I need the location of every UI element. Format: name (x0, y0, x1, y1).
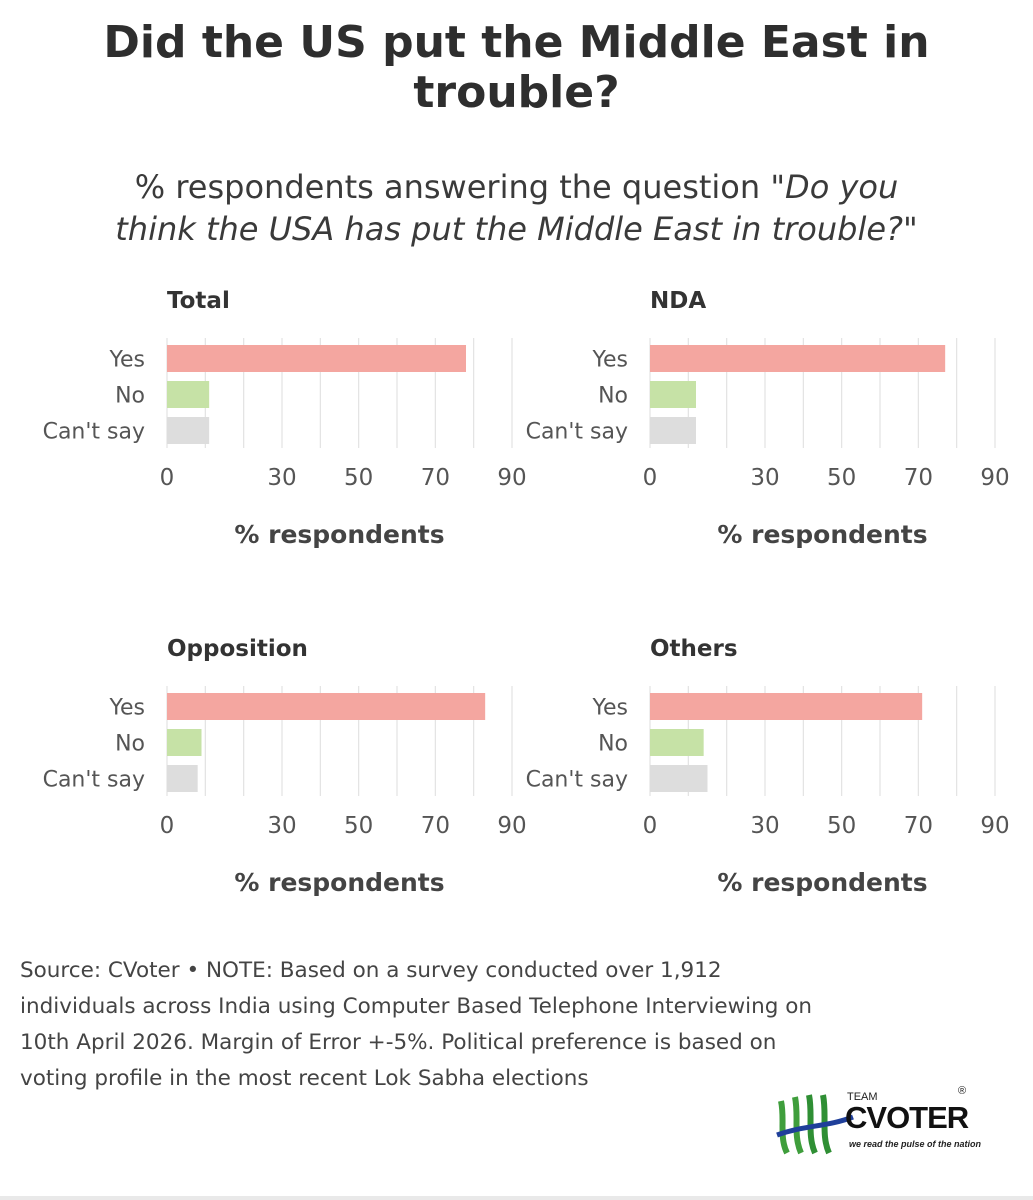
tick-label-others-30: 30 (750, 813, 779, 839)
tick-label-nda-50: 50 (827, 465, 856, 491)
bar-nda-no (650, 381, 696, 408)
bottom-divider (0, 1196, 1033, 1200)
tick-label-others-0: 0 (643, 813, 658, 839)
chart-total: Yes No Can't say 0 30 50 70 90 % respondents (43, 338, 527, 549)
tick-label-nda-70: 70 (904, 465, 933, 491)
tick-label-opposition-90: 90 (497, 813, 526, 839)
panel-others: Others Yes No Can't say 0 30 50 70 90 % responde… (503, 636, 1010, 936)
logo-brand-text: CVOTER (845, 1100, 969, 1135)
note-line-3: 10th April 2026. Margin of Error +-5%. P… (20, 1030, 777, 1055)
category-label-opposition-cant-say: Can't say (43, 768, 145, 793)
tick-label-opposition-0: 0 (160, 813, 175, 839)
logo-stripes-icon (776, 1094, 854, 1155)
note-line-2: individuals across India using Computer … (20, 994, 813, 1019)
category-label-others-cant-say: Can't say (526, 768, 628, 793)
subtitle-question-part-1: "Do you (770, 168, 899, 206)
bar-opposition-no (167, 729, 202, 756)
subtitle-prefix: % respondents answering the question (134, 168, 771, 206)
category-label-total-cant-say: Can't say (43, 420, 145, 445)
logo-team-text: TEAM (847, 1091, 878, 1103)
cvoter-logo: TEAM CVOTER ® we read the pulse of the n… (775, 1085, 995, 1157)
panel-title-opposition: Opposition (167, 636, 308, 662)
category-label-opposition-no: No (115, 732, 145, 757)
panel-title-total: Total (167, 288, 230, 314)
category-label-opposition-yes: Yes (108, 696, 145, 721)
chart-nda: Yes No Can't say 0 30 50 70 90 % respondents (526, 338, 1010, 549)
logo-registered-mark: ® (958, 1085, 967, 1097)
bar-opposition-yes (167, 693, 486, 720)
bar-total-yes (167, 345, 466, 372)
tick-label-total-50: 50 (344, 465, 373, 491)
panel-opposition: Opposition Yes No Can't say 0 30 50 70 90 % resp… (20, 636, 527, 936)
bar-total-cant-say (167, 417, 210, 444)
axis-title-nda: % respondents (717, 520, 927, 549)
bar-nda-yes (650, 345, 946, 372)
chart-others: Yes No Can't say 0 30 50 70 90 % respondents (526, 686, 1010, 897)
category-label-nda-no: No (598, 384, 628, 409)
category-label-total-yes: Yes (108, 348, 145, 373)
axis-title-total: % respondents (234, 520, 444, 549)
note-line-4: voting profile in the most recent Lok Sa… (20, 1066, 589, 1091)
chart-title-line-1: Did the US put the Middle East in (103, 17, 930, 68)
chart-title-line-2: trouble? (413, 67, 620, 118)
tick-label-opposition-30: 30 (267, 813, 296, 839)
tick-label-opposition-50: 50 (344, 813, 373, 839)
tick-label-total-0: 0 (160, 465, 175, 491)
bar-others-cant-say (650, 765, 708, 792)
tick-label-nda-90: 90 (980, 465, 1009, 491)
note-line-1: Source: CVoter • NOTE: Based on a survey… (20, 958, 722, 983)
bar-opposition-cant-say (167, 765, 198, 792)
category-label-nda-cant-say: Can't say (526, 420, 628, 445)
axis-title-opposition: % respondents (234, 868, 444, 897)
bar-others-yes (650, 693, 923, 720)
chart-title: Did the US put the Middle East in troubl… (0, 18, 1033, 118)
chart-subtitle: % respondents answering the question "Do… (20, 166, 1013, 250)
axis-title-others: % respondents (717, 868, 927, 897)
tick-label-nda-30: 30 (750, 465, 779, 491)
panel-total: Total Yes No Can't say 0 30 50 70 90 % responden… (20, 288, 527, 588)
panel-nda: NDA Yes No Can't say 0 30 50 70 90 % respondents (503, 288, 1010, 588)
bar-total-no (167, 381, 210, 408)
chart-opposition: Yes No Can't say 0 30 50 70 90 % respondents (43, 686, 527, 897)
category-label-total-no: No (115, 384, 145, 409)
panel-title-others: Others (650, 636, 738, 662)
tick-label-others-70: 70 (904, 813, 933, 839)
tick-label-nda-0: 0 (643, 465, 658, 491)
bar-nda-cant-say (650, 417, 696, 444)
tick-label-opposition-70: 70 (421, 813, 450, 839)
bar-others-no (650, 729, 704, 756)
logo-tagline: we read the pulse of the nation (849, 1139, 982, 1149)
category-label-others-no: No (598, 732, 628, 757)
tick-label-total-70: 70 (421, 465, 450, 491)
tick-label-total-30: 30 (267, 465, 296, 491)
subtitle-question-part-2: think the USA has put the Middle East in… (115, 210, 918, 248)
tick-label-others-90: 90 (980, 813, 1009, 839)
tick-label-others-50: 50 (827, 813, 856, 839)
category-label-others-yes: Yes (591, 696, 628, 721)
panel-title-nda: NDA (650, 288, 707, 314)
category-label-nda-yes: Yes (591, 348, 628, 373)
tick-label-total-90: 90 (497, 465, 526, 491)
source-note: Source: CVoter • NOTE: Based on a survey… (20, 953, 1020, 1097)
